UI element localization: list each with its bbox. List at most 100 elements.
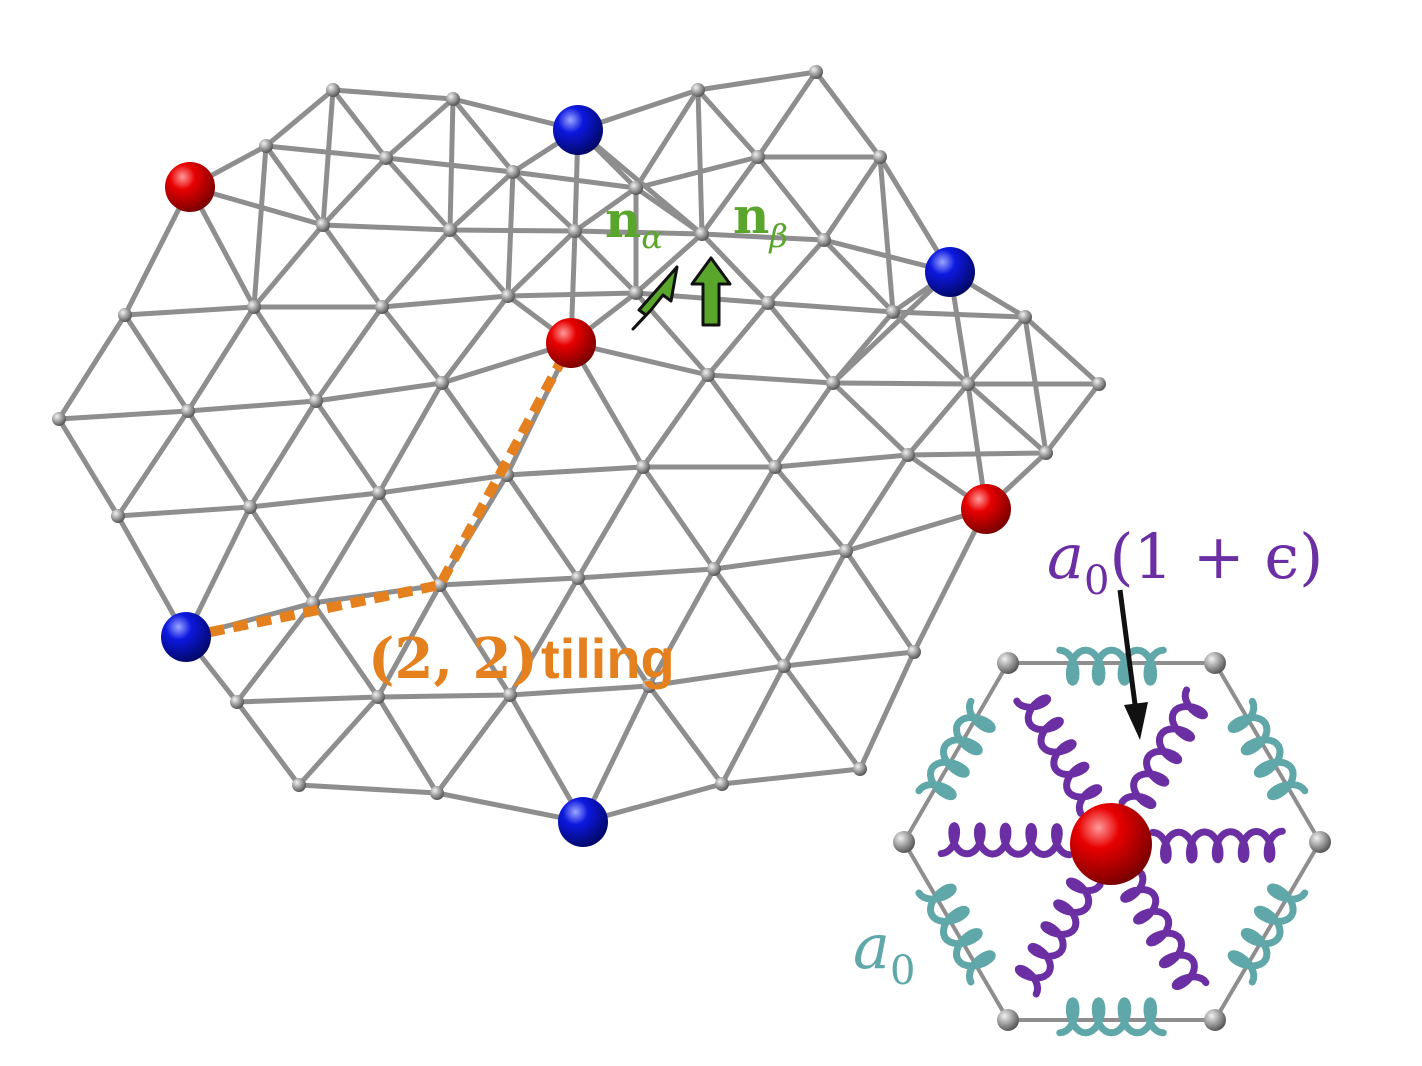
lattice-node (701, 368, 715, 382)
n-alpha-arrow (631, 265, 679, 331)
lattice-bond (699, 231, 771, 306)
lattice-bond (247, 504, 316, 606)
strained-spring (1118, 686, 1208, 809)
lattice-bond (755, 69, 819, 160)
lattice-bond (510, 169, 639, 191)
lattice-node (642, 679, 656, 693)
lattice-node (873, 150, 887, 164)
lattice-node (809, 65, 823, 79)
lattice-node (629, 286, 643, 300)
lattice-bond (905, 450, 1049, 458)
lattice-node (501, 289, 515, 303)
lattice-bond (439, 380, 510, 478)
inset-vertex-node (893, 831, 915, 853)
lattice-bond (313, 398, 382, 496)
lattice-bond (911, 506, 989, 655)
tiling-dashed-path (184, 340, 576, 642)
lattice-node (503, 688, 517, 702)
lattice-bond (115, 504, 253, 519)
lattice-bond (699, 231, 827, 243)
lattice-bond (310, 600, 381, 700)
lattice-node (506, 165, 520, 179)
lattice-bond (450, 96, 516, 175)
lattice-bond (965, 381, 1049, 456)
strained-a: a (1047, 520, 1084, 593)
lattice-bond (830, 380, 971, 387)
director-arrows (631, 256, 732, 331)
lattice-bond (330, 87, 389, 161)
lattice-bond (437, 575, 581, 588)
lattice-node (316, 218, 330, 232)
lattice-node (1092, 377, 1106, 391)
lattice-node (375, 300, 389, 314)
lattice-bond (504, 472, 581, 581)
lattice-bond (646, 663, 787, 689)
lattice-bond (375, 582, 443, 700)
blue-defect (161, 612, 211, 662)
lattice-node (707, 562, 721, 576)
lattice-node (961, 377, 975, 391)
lattice-node (371, 690, 385, 704)
lattice-bond (1022, 314, 1102, 387)
inset-center-red-defect (1070, 803, 1152, 885)
lattice-node (309, 394, 323, 408)
springs (915, 646, 1309, 1037)
lattice-bond (830, 380, 911, 458)
lattice-bond (122, 312, 191, 414)
lattice-bond (965, 314, 1028, 387)
lattice-bond (765, 237, 827, 306)
lattice-bond (375, 692, 513, 700)
lattice-bond (263, 143, 389, 161)
lattice-bond (711, 566, 787, 669)
lattice-bond (251, 143, 269, 310)
svg-text:nα: nα (605, 190, 663, 256)
lattice-bond (439, 293, 511, 386)
tiling-tuple: (2, 2) (368, 626, 538, 692)
blue-defect (558, 797, 608, 847)
lattice-bond (504, 464, 646, 478)
lattice-bond (719, 663, 787, 787)
lattice-bond (765, 300, 896, 315)
lattice-node (695, 227, 709, 241)
lattice-bond (383, 155, 516, 175)
lattice-bond (830, 309, 896, 386)
lattice-node (435, 376, 449, 390)
inset-vertex-node (1204, 1009, 1226, 1031)
n-beta-arrow (690, 256, 732, 327)
lattice-bond (296, 782, 440, 796)
lattice-node (111, 509, 125, 523)
label-strained-spring: a0(1 + ϵ) (1047, 520, 1323, 604)
lattice-bond (830, 269, 953, 386)
lattice-bond (772, 452, 911, 470)
inset-vertex-node (997, 652, 1019, 674)
lattice-bond (320, 222, 453, 233)
lattice-node (761, 296, 775, 310)
lattice-node (326, 83, 340, 97)
lattice-bond (447, 227, 511, 299)
n-beta-sub: β (768, 217, 788, 255)
lattice-bond (310, 490, 382, 606)
lattice-bond (890, 309, 971, 387)
lattice-node (430, 786, 444, 800)
lattice-bond (633, 154, 761, 191)
label-unstrained-spring: a0 (853, 910, 915, 994)
lattice-bond (379, 227, 453, 310)
lattice-bond (711, 464, 778, 572)
lattice-bond (772, 380, 836, 470)
label-n-alpha: nα (605, 190, 663, 256)
lattice-bond (695, 87, 761, 160)
lattice-bond (234, 694, 381, 705)
lattice-bond (320, 155, 389, 228)
lattice-bond (505, 228, 578, 299)
lattice-node (259, 139, 273, 153)
unstrained-spring (1056, 646, 1167, 686)
pointer-arrow (1117, 589, 1148, 740)
lattice-nodes (52, 65, 1106, 800)
lattice-bond (575, 575, 652, 689)
n-alpha-sub: α (641, 218, 663, 256)
lattice-bond (572, 185, 639, 234)
lattice-node (446, 92, 460, 106)
lattice-node (243, 500, 257, 514)
lattice-node (181, 404, 195, 418)
strained-sub: 0 (1084, 558, 1109, 604)
